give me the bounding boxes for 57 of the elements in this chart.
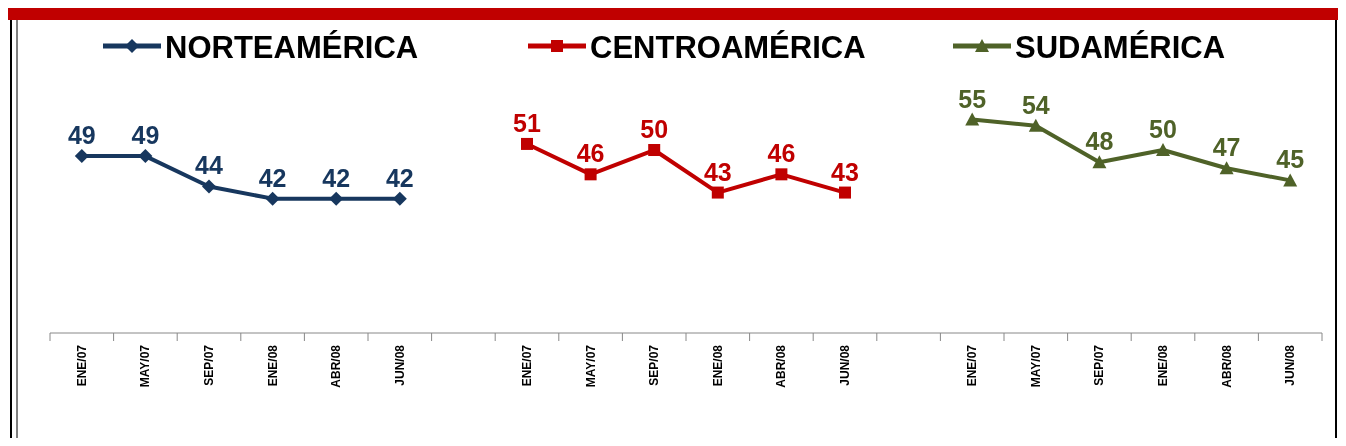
point xyxy=(648,144,661,157)
data-label: 46 xyxy=(767,139,796,168)
x-tick-label: SEP/07 xyxy=(202,344,216,386)
data-label: 55 xyxy=(958,84,987,113)
point xyxy=(711,186,724,199)
point xyxy=(1219,161,1234,175)
point xyxy=(839,186,851,199)
point xyxy=(521,137,533,150)
data-label: 49 xyxy=(131,121,160,150)
x-tick-label: ENE/08 xyxy=(265,344,280,387)
point xyxy=(584,168,597,181)
point xyxy=(965,112,980,126)
x-tick-label: ABR/08 xyxy=(1219,344,1234,388)
legend-label: NORTEAMÉRICA xyxy=(165,30,419,65)
data-label: 51 xyxy=(513,108,541,137)
legend-label: SUDAMÉRICA xyxy=(1015,30,1226,65)
point xyxy=(202,179,216,194)
point xyxy=(265,191,280,206)
data-label: 54 xyxy=(1021,90,1050,119)
x-tick-label: ENE/07 xyxy=(965,344,980,387)
x-tick-label: JUN/08 xyxy=(392,344,407,386)
x-tick-label: ENE/08 xyxy=(1156,344,1170,387)
x-tick-label: SEP/07 xyxy=(647,344,662,386)
point xyxy=(392,191,407,206)
data-label: 44 xyxy=(195,151,223,180)
data-label: 43 xyxy=(831,157,859,186)
data-label: 49 xyxy=(67,121,96,150)
x-tick-label: ABR/08 xyxy=(774,344,789,388)
point xyxy=(775,168,788,181)
point xyxy=(138,149,153,164)
data-label: 42 xyxy=(322,163,351,192)
point xyxy=(1156,143,1170,157)
data-label: 50 xyxy=(1149,115,1177,144)
data-label: 45 xyxy=(1276,145,1305,174)
data-label: 47 xyxy=(1212,133,1241,162)
data-label: 50 xyxy=(640,115,669,144)
point xyxy=(1028,118,1043,132)
x-tick-label: JUN/08 xyxy=(838,344,852,386)
data-label: 46 xyxy=(576,139,605,168)
point xyxy=(1092,155,1107,169)
x-tick-label: JUN/08 xyxy=(1283,344,1298,386)
point xyxy=(1283,173,1298,187)
data-label: 42 xyxy=(385,163,414,192)
data-label: 42 xyxy=(258,163,287,192)
legend-label: CENTROAMÉRICA xyxy=(590,30,866,65)
x-tick-label: SEP/07 xyxy=(1092,344,1107,386)
x-tick-label: ENE/07 xyxy=(520,344,534,387)
x-tick-label: ABR/08 xyxy=(329,344,344,388)
x-tick-label: MAY/07 xyxy=(138,344,153,388)
data-label: 48 xyxy=(1085,127,1114,156)
point xyxy=(74,149,89,164)
x-tick-label: ENE/08 xyxy=(710,344,725,387)
x-tick-label: ENE/07 xyxy=(74,344,89,387)
point xyxy=(329,191,344,206)
data-label: 43 xyxy=(703,157,732,186)
x-tick-label: MAY/07 xyxy=(583,344,598,388)
x-tick-label: MAY/07 xyxy=(1028,344,1043,388)
